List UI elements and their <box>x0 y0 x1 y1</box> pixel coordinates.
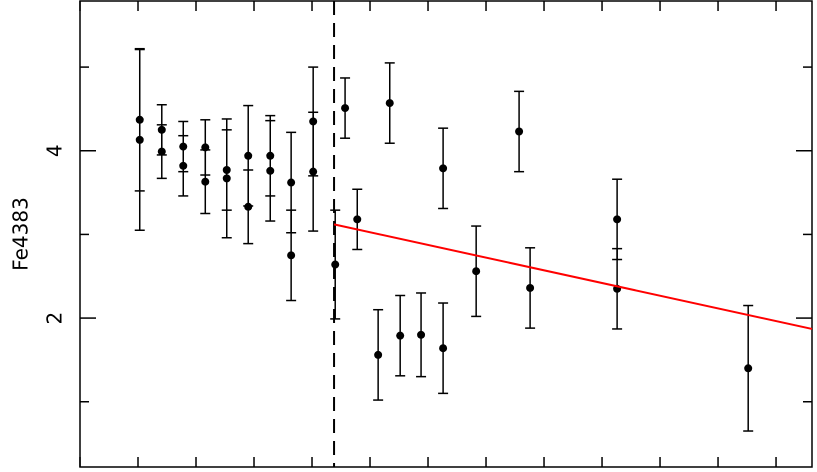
point <box>309 167 318 176</box>
point <box>287 251 296 260</box>
plot-frame <box>79 0 813 468</box>
point <box>353 215 362 224</box>
point <box>439 164 448 173</box>
point <box>472 267 481 276</box>
point <box>744 364 753 373</box>
point <box>244 151 253 160</box>
point <box>244 202 253 211</box>
point <box>157 147 166 156</box>
point <box>396 331 405 340</box>
point <box>417 330 426 339</box>
point <box>179 161 188 170</box>
point <box>439 344 448 353</box>
point <box>613 215 622 224</box>
y-axis-label: Fe4383 <box>9 197 33 271</box>
y-tick-label: 2 <box>43 312 67 325</box>
point <box>266 166 275 175</box>
point <box>201 177 210 186</box>
point <box>374 350 383 359</box>
point <box>526 283 535 292</box>
y-tick-label: 4 <box>43 144 67 157</box>
point <box>385 99 394 108</box>
point <box>331 260 340 269</box>
point <box>135 135 144 144</box>
point <box>341 104 350 113</box>
point <box>287 178 296 187</box>
point <box>515 127 524 136</box>
fit-line <box>333 223 813 330</box>
point <box>222 174 231 183</box>
